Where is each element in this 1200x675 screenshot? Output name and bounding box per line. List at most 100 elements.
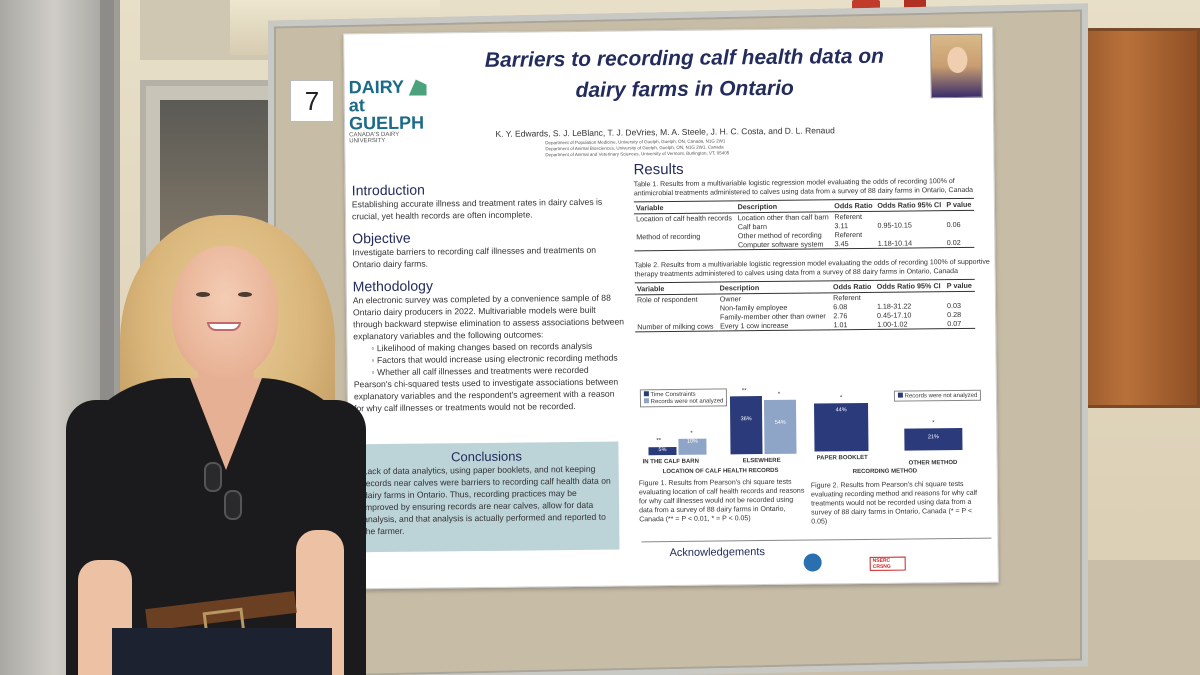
fig2-xlabel: PAPER BOOKLET xyxy=(816,454,868,462)
table-cell: Every 1 cow increase xyxy=(718,320,832,332)
fig1-xlabel: IN THE CALF BARN xyxy=(642,458,699,466)
table-cell: Number of milking cows xyxy=(635,321,719,332)
affiliations: Department of Population Medicine, Unive… xyxy=(545,138,805,159)
methodology-text: An electronic survey was completed by a … xyxy=(352,292,625,342)
affiliation: Department of Animal and Veterinary Scie… xyxy=(545,150,730,158)
table-cell: 1.18-10.14 xyxy=(875,238,945,249)
table-cell: Referent xyxy=(834,229,863,240)
figures-area: Time Constraints Records were not analyz… xyxy=(638,384,992,538)
fig2-xlabel: OTHER METHOD xyxy=(908,460,958,467)
nserc-logo: NSERC CRSNG xyxy=(869,556,906,571)
significance-marker: * xyxy=(777,391,781,398)
conclusions-box: Conclusions Lack of data analytics, usin… xyxy=(354,441,620,553)
significance-marker: * xyxy=(932,420,935,427)
table-header: P value xyxy=(944,198,974,211)
bar-value: 36% xyxy=(740,416,752,423)
table-header: Variable xyxy=(633,200,736,214)
bar-value: 21% xyxy=(927,434,939,441)
dark-pants xyxy=(112,628,332,675)
table1-caption: Table 1. Results from a multivariable lo… xyxy=(633,178,974,198)
significance-marker: * xyxy=(839,395,843,402)
table-cell xyxy=(944,210,974,220)
eye xyxy=(238,292,252,297)
bar-value: 44% xyxy=(835,407,847,414)
eye xyxy=(196,292,210,297)
introduction-text: Establishing accurate illness and treatm… xyxy=(351,196,603,222)
poster-left-column: Introduction Establishing accurate illne… xyxy=(352,171,626,414)
lens xyxy=(224,490,242,520)
table-header: Odds Ratio xyxy=(832,199,876,212)
fig1-axis-label: LOCATION OF CALF HEALTH RECORDS xyxy=(662,467,779,476)
fig2-caption: Figure 2. Results from Pearson's chi squ… xyxy=(810,480,978,526)
table-cell xyxy=(945,229,975,238)
title-line2: dairy farms in Ontario xyxy=(575,76,794,102)
table-cell: Referent xyxy=(833,293,861,303)
smile xyxy=(207,322,241,331)
fig2-bar: 44% xyxy=(814,402,869,452)
poster-title: Barriers to recording calf health data o… xyxy=(424,40,945,107)
presenter-face xyxy=(172,246,278,378)
table-cell: Location of calf health records xyxy=(636,213,733,224)
table-cell: 0.28 xyxy=(947,309,962,320)
bar-value: 10% xyxy=(686,438,698,445)
table-cell: 6.08 xyxy=(833,302,848,312)
table-cell: 0.02 xyxy=(944,237,975,248)
fig1-bar: 5% xyxy=(648,446,677,456)
table-cell: 0.06 xyxy=(946,219,961,230)
table-cell: Referent xyxy=(834,211,862,222)
table-cell: 3.45 xyxy=(832,238,876,249)
results-heading: Results xyxy=(633,160,684,179)
fig1-bar: 54% xyxy=(763,399,797,455)
table-cell xyxy=(945,291,975,301)
sponsor-logo-icon xyxy=(803,553,822,572)
university-logo: DAIRY at GUELPH CANADA'S DAIRY UNIVERSIT… xyxy=(348,77,432,144)
table-header: Variable xyxy=(634,282,718,295)
table2: Variable Description Odds Ratio Odds Rat… xyxy=(634,279,976,333)
methodology-text-2: Pearson's chi-squared tests used to inve… xyxy=(353,376,619,414)
significance-marker: * xyxy=(690,430,693,437)
legend-item: Records were not analyzed xyxy=(643,397,724,406)
table-cell: 0.03 xyxy=(946,300,962,311)
table-cell: Location other than calf barn xyxy=(737,212,829,223)
fig1-legend: Time Constraints Records were not analyz… xyxy=(639,388,728,408)
legend-label: Records were not analyzed xyxy=(650,398,724,406)
table-header: Odds Ratio 95% CI xyxy=(874,279,945,293)
fig1-xlabel: ELSEWHERE xyxy=(742,457,781,465)
sunglasses-icon xyxy=(204,440,244,524)
objective-text: Investigate barriers to recording calf i… xyxy=(352,244,597,270)
fig2-axis-label: RECORDING METHOD xyxy=(852,468,918,476)
author-portrait xyxy=(930,33,983,99)
table-header: Odds Ratio xyxy=(830,280,875,293)
table-cell: 2.76 xyxy=(833,311,848,321)
fig1-bar: 36% xyxy=(729,396,763,455)
logo-tagline: CANADA'S DAIRY UNIVERSITY xyxy=(349,131,400,145)
bar-value: 5% xyxy=(658,447,667,454)
table-cell: 0.07 xyxy=(945,318,976,329)
logo-line2: at GUELPH xyxy=(348,95,425,134)
wood-wall-panel xyxy=(1076,28,1200,408)
table1: Variable Description Odds Ratio Odds Rat… xyxy=(633,198,975,252)
legend-label: Records were not analyzed xyxy=(904,392,978,400)
table-header: Odds Ratio 95% CI xyxy=(875,198,945,212)
table-header: Description xyxy=(735,199,833,213)
table-cell: Computer software system xyxy=(735,239,833,250)
table-cell xyxy=(634,240,736,251)
significance-marker: ** xyxy=(741,388,747,395)
table-cell: 3.11 xyxy=(834,221,848,231)
lens xyxy=(204,462,222,492)
fig1-caption: Figure 1. Results from Pearson's chi squ… xyxy=(638,478,805,524)
conclusions-text: Lack of data analytics, using paper book… xyxy=(362,463,611,537)
table-cell: 1.00-1.02 xyxy=(875,319,946,330)
research-poster: DAIRY at GUELPH CANADA'S DAIRY UNIVERSIT… xyxy=(343,26,999,590)
table2-caption: Table 2. Results from a multivariable lo… xyxy=(634,258,990,279)
fig2-bar: 21% xyxy=(904,427,963,451)
significance-marker: ** xyxy=(656,438,662,445)
bar-value: 54% xyxy=(774,419,786,426)
table-header: P value xyxy=(944,279,975,292)
board-number: 7 xyxy=(290,80,334,122)
divider xyxy=(641,537,992,543)
fig2-legend: Records were not analyzed xyxy=(893,389,982,402)
title-line1: Barriers to recording calf health data o… xyxy=(484,44,885,72)
table-cell: 1.01 xyxy=(831,319,876,330)
acknowledgements-heading: Acknowledgements xyxy=(669,546,766,560)
